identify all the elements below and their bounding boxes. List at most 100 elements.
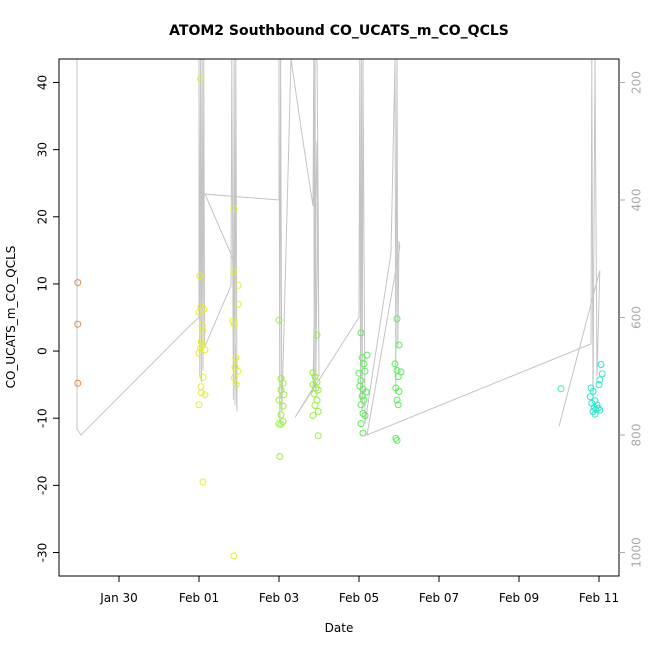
data-point (309, 412, 317, 419)
data-point (74, 320, 82, 328)
data-point (196, 272, 204, 280)
data-point (229, 317, 237, 325)
data-point (557, 385, 565, 393)
data-point (359, 410, 367, 417)
data-point (275, 316, 283, 324)
y2-axis: 200 400 600 800 1000 (619, 71, 644, 568)
data-point (232, 381, 240, 389)
data-point (393, 315, 401, 323)
data-point (391, 360, 399, 368)
data-point (586, 393, 594, 401)
y2-tick-label: 600 (630, 306, 644, 329)
data-point (394, 373, 402, 381)
y-tick-label: 10 (36, 276, 50, 291)
x-tick-label: Feb 07 (419, 591, 459, 605)
y-tick-label: 0 (36, 347, 50, 355)
y-tick-label: -30 (36, 543, 50, 563)
altitude-line (76, 58, 601, 436)
data-point (232, 354, 240, 362)
data-point (74, 379, 82, 387)
data-point (314, 386, 322, 394)
y-tick-label: -20 (36, 476, 50, 496)
data-point (393, 396, 401, 404)
data-point (197, 383, 205, 391)
data-point (393, 367, 401, 374)
data-point (361, 412, 369, 419)
x-tick-label: Feb 03 (259, 591, 299, 605)
data-point (276, 453, 284, 460)
y-axis: -30 -20 -10 0 10 20 30 40 (36, 75, 59, 563)
data-point (314, 432, 322, 440)
y-tick-label: 20 (36, 209, 50, 224)
data-point (234, 300, 242, 308)
data-point (234, 281, 242, 289)
data-point (357, 329, 365, 337)
data-point (596, 376, 604, 384)
data-point (230, 552, 238, 560)
x-tick-label: Feb 05 (339, 591, 379, 605)
x-tick-label: Feb 01 (179, 591, 219, 605)
plot-frame (58, 58, 620, 577)
data-point (355, 369, 363, 377)
data-point (597, 361, 605, 368)
data-point (598, 370, 606, 378)
data-point (310, 390, 318, 398)
x-tick-label: Feb 11 (579, 591, 619, 605)
y2-tick-label: 200 (630, 71, 644, 94)
x-tick-label: Jan 30 (99, 591, 138, 605)
data-point (234, 367, 242, 375)
data-point (395, 387, 403, 395)
data-point (197, 338, 205, 346)
data-point (594, 404, 602, 412)
data-point (313, 331, 321, 339)
data-point (361, 367, 369, 375)
data-point (195, 401, 203, 409)
data-point (591, 410, 599, 418)
y2-tick-label: 1000 (630, 537, 644, 568)
data-point (357, 401, 365, 409)
data-point (277, 411, 285, 419)
data-point (201, 346, 209, 354)
data-point (358, 392, 366, 400)
data-point (362, 388, 370, 396)
data-point (279, 379, 287, 387)
data-point (595, 381, 603, 389)
data-point (200, 305, 208, 313)
data-point (393, 436, 401, 444)
x-axis-label: Date (325, 621, 354, 635)
data-point (359, 429, 367, 437)
data-point (198, 322, 206, 330)
data-point (314, 408, 322, 415)
data-points (74, 75, 606, 560)
y-tick-label: 40 (36, 75, 50, 90)
data-point (230, 205, 238, 213)
data-point (199, 478, 207, 486)
data-point (360, 360, 368, 368)
data-point (311, 402, 319, 409)
y2-tick-label: 800 (630, 424, 644, 447)
data-point (195, 349, 203, 357)
data-point (309, 369, 317, 377)
data-point (74, 279, 82, 287)
x-tick-label: Feb 09 (499, 591, 539, 605)
data-point (277, 375, 285, 383)
data-point (589, 387, 597, 395)
data-point (199, 327, 207, 335)
x-axis: Jan 30 Feb 01 Feb 03 Feb 05 Feb 07 Feb 09 Feb … (99, 576, 619, 605)
data-point (279, 402, 287, 410)
data-point (201, 391, 209, 399)
chart-title: ATOM2 Southbound CO_UCATS_m_CO_QCLS (169, 23, 509, 39)
data-point (199, 373, 207, 381)
data-point (197, 389, 205, 397)
data-point (587, 384, 595, 392)
altitude-track (76, 58, 601, 436)
data-point (596, 406, 604, 414)
data-point (230, 374, 238, 382)
y-tick-label: 30 (36, 142, 50, 157)
data-point (357, 420, 365, 428)
y2-tick-label: 400 (630, 189, 644, 212)
data-point (230, 320, 238, 328)
data-point (197, 344, 205, 352)
data-point (197, 75, 205, 83)
